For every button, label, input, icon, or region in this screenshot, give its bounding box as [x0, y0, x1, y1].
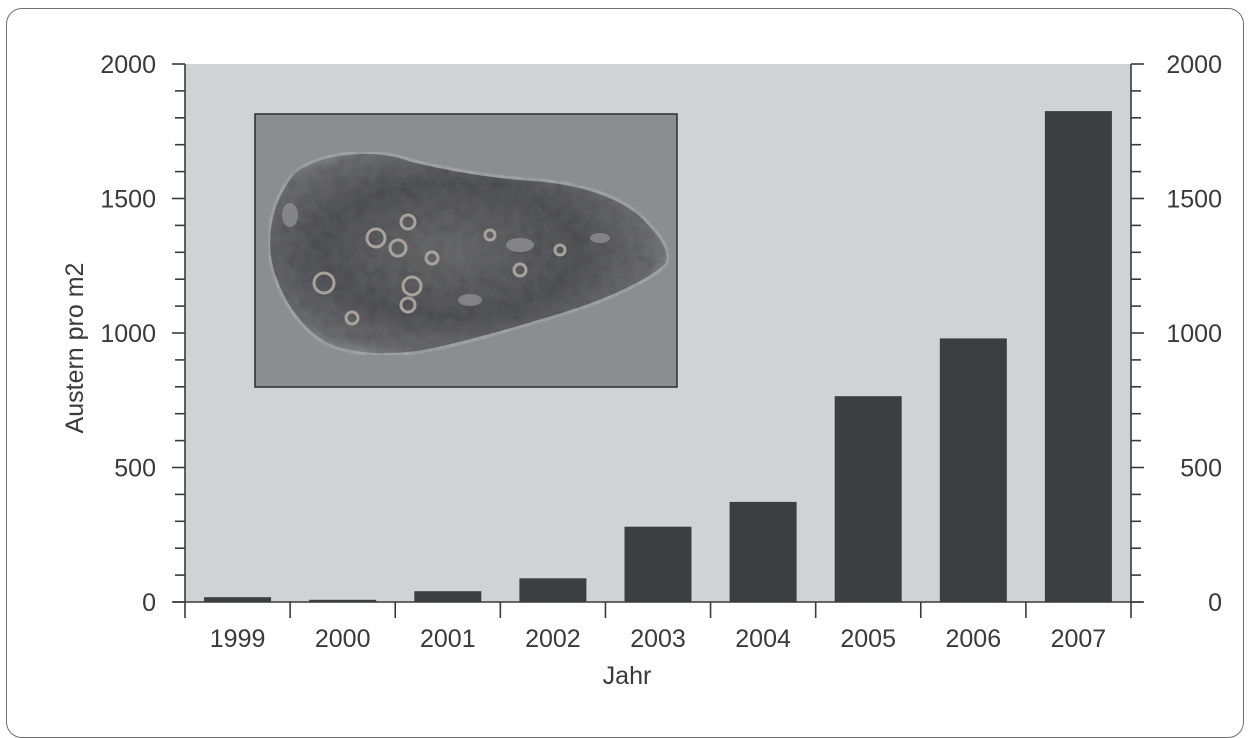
bar-chart: 0 0 500 500 1000 1000 1500 1500 2000 2000 1999 2000…	[0, 0, 1250, 713]
bar-2007	[1045, 111, 1112, 602]
y-tick-label-left: 1000	[100, 320, 156, 348]
x-tick-label: 2001	[420, 625, 476, 653]
bar-2002	[519, 578, 586, 602]
x-tick-label: 1999	[210, 625, 266, 653]
y-tick-label-left: 0	[142, 589, 156, 617]
x-tick-label: 2004	[735, 625, 791, 653]
bar-2003	[625, 527, 692, 602]
bar-2006	[940, 338, 1007, 602]
y-tick-label-right: 0	[1208, 589, 1222, 617]
y-tick-label-right: 1500	[1166, 186, 1222, 214]
x-tick-label: 2006	[945, 625, 1001, 653]
shell-highlight	[506, 238, 534, 252]
x-tick-label: 2000	[315, 625, 371, 653]
bar-2001	[414, 591, 481, 602]
y-tick-label-right: 2000	[1166, 51, 1222, 79]
y-tick-label-left: 2000	[100, 51, 156, 79]
y-tick-label-left: 1500	[100, 186, 156, 214]
y-tick-label-right: 500	[1180, 455, 1222, 483]
y-tick-label-right: 1000	[1166, 320, 1222, 348]
inset-photo	[255, 114, 677, 387]
x-tick-label: 2002	[525, 625, 581, 653]
shell-highlight	[458, 294, 482, 306]
bar-2005	[835, 396, 902, 602]
shell-highlight	[590, 233, 610, 243]
y-tick-label-left: 500	[114, 455, 156, 483]
x-tick-label: 2005	[840, 625, 896, 653]
shell-highlight	[282, 203, 298, 227]
x-axis-title: Jahr	[603, 662, 652, 690]
y-axis-title: Austern pro m2	[61, 263, 89, 434]
bar-2004	[730, 502, 797, 602]
x-tick-label: 2007	[1051, 625, 1107, 653]
x-tick-label: 2003	[630, 625, 686, 653]
